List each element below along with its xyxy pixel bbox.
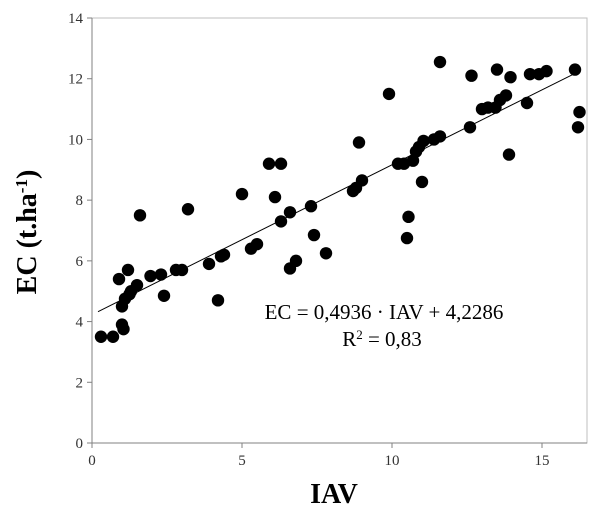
data-point: [573, 105, 586, 119]
data-point: [307, 228, 321, 242]
data-point: [94, 330, 108, 343]
y-tick-label: 12: [68, 72, 83, 88]
data-point: [157, 289, 171, 302]
data-point: [465, 69, 478, 82]
data-point: [490, 63, 504, 76]
data-point: [504, 70, 517, 84]
data-point: [319, 247, 333, 260]
x-tick-label: 10: [385, 453, 400, 469]
data-point: [211, 294, 225, 307]
data-point: [112, 272, 126, 286]
data-point: [262, 157, 276, 170]
data-point: [235, 187, 249, 201]
data-point: [352, 136, 366, 149]
y-tick-label: 8: [76, 193, 84, 209]
x-axis-title: IAV: [310, 479, 358, 509]
data-point: [250, 237, 264, 251]
y-tick-label: 0: [76, 436, 84, 452]
data-point: [217, 248, 231, 261]
data-point: [181, 203, 195, 216]
data-point: [382, 87, 396, 101]
equation-annotation: EC = 0,4936 · IAV + 4,2286: [265, 300, 504, 324]
data-point: [433, 55, 447, 69]
data-point: [355, 174, 369, 187]
x-tick-label: 0: [88, 453, 96, 469]
data-point: [121, 263, 135, 277]
data-point: [502, 148, 516, 161]
data-point: [154, 268, 168, 281]
y-tick-label: 2: [76, 375, 84, 391]
data-point: [106, 330, 120, 343]
data-point: [175, 263, 189, 277]
y-tick-label: 10: [68, 132, 83, 148]
y-axis-title-superscript: -1: [12, 179, 31, 193]
data-point: [402, 210, 415, 224]
x-tick-label: 15: [535, 453, 550, 469]
data-point: [568, 63, 582, 76]
data-point: [417, 134, 430, 148]
data-point: [274, 215, 288, 228]
data-points: [94, 55, 586, 343]
data-point: [202, 257, 216, 271]
y-tick-label: 6: [76, 254, 84, 270]
r-squared-annotation: R2 = 0,83: [342, 327, 422, 352]
data-point: [268, 190, 282, 204]
trendline: [97, 71, 579, 313]
tick-labels: 0 2 4 6 8 10 12 14 0 5 10 15: [68, 11, 550, 469]
data-point: [133, 209, 147, 222]
data-point: [540, 64, 553, 78]
data-point: [400, 231, 414, 245]
data-point: [520, 96, 534, 110]
data-point: [463, 121, 477, 134]
data-point: [274, 157, 288, 170]
data-point: [289, 254, 303, 268]
data-point: [415, 175, 429, 189]
data-point: [571, 121, 585, 134]
data-point: [499, 89, 513, 102]
y-tick-label: 14: [68, 11, 84, 27]
y-axis-title: EC (t.ha-1): [12, 170, 44, 295]
data-point: [283, 206, 297, 219]
data-point: [304, 200, 318, 213]
x-tick-label: 5: [238, 453, 246, 469]
data-point: [130, 278, 144, 292]
y-tick-label: 4: [76, 315, 84, 331]
data-point: [117, 322, 130, 336]
r-squared-superscript: 2: [356, 327, 363, 342]
trendline-group: [97, 71, 579, 313]
axes: [87, 17, 587, 448]
data-point: [523, 67, 537, 81]
data-point: [433, 130, 447, 143]
data-point: [144, 269, 157, 283]
